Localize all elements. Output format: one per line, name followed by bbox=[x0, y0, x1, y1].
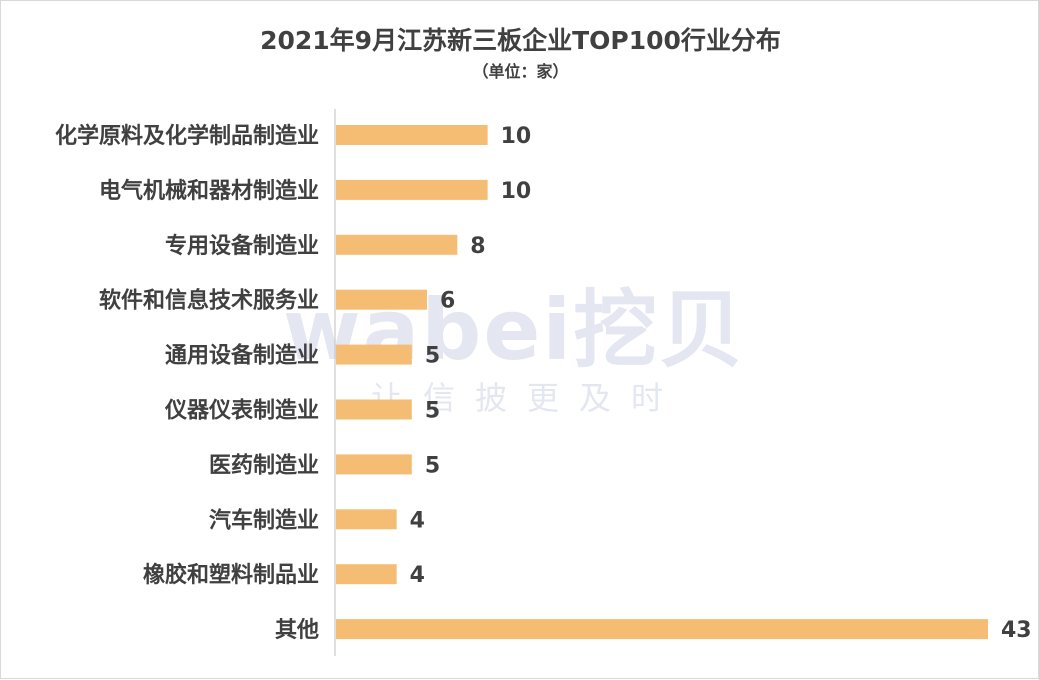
bar bbox=[336, 234, 458, 255]
data-label: 5 bbox=[425, 399, 440, 424]
data-label: 4 bbox=[410, 563, 425, 588]
bar bbox=[336, 564, 397, 585]
bar bbox=[336, 509, 397, 530]
bar bbox=[336, 454, 412, 475]
data-label: 4 bbox=[410, 508, 425, 533]
data-label: 5 bbox=[425, 344, 440, 369]
category-label: 专用设备制造业 bbox=[165, 233, 319, 259]
bar bbox=[336, 344, 412, 365]
data-label: 10 bbox=[501, 124, 532, 149]
data-label: 5 bbox=[425, 453, 440, 478]
bar bbox=[336, 125, 488, 145]
category-label: 电气机械和器材制造业 bbox=[99, 178, 319, 204]
chart-title: 2021年9月江苏新三板企业TOP100行业分布 bbox=[260, 26, 781, 55]
data-label: 6 bbox=[440, 289, 455, 314]
data-label: 10 bbox=[501, 179, 532, 204]
data-label: 43 bbox=[1001, 618, 1032, 643]
chart-subtitle: （单位：家） bbox=[472, 62, 569, 81]
category-label: 汽车制造业 bbox=[209, 507, 319, 533]
bar bbox=[336, 289, 427, 310]
bar bbox=[336, 399, 412, 420]
data-label: 8 bbox=[470, 234, 485, 259]
category-label: 橡胶和塑料制品业 bbox=[143, 562, 319, 588]
category-label: 医药制造业 bbox=[209, 453, 319, 478]
category-label: 仪器仪表制造业 bbox=[164, 399, 319, 424]
category-label: 软件和信息技术服务业 bbox=[99, 288, 319, 314]
category-label: 化学原料及化学制品制造业 bbox=[55, 123, 319, 149]
bar bbox=[336, 619, 988, 640]
category-label: 通用设备制造业 bbox=[165, 343, 319, 369]
category-label: 其他 bbox=[275, 618, 319, 643]
bar bbox=[336, 179, 488, 200]
